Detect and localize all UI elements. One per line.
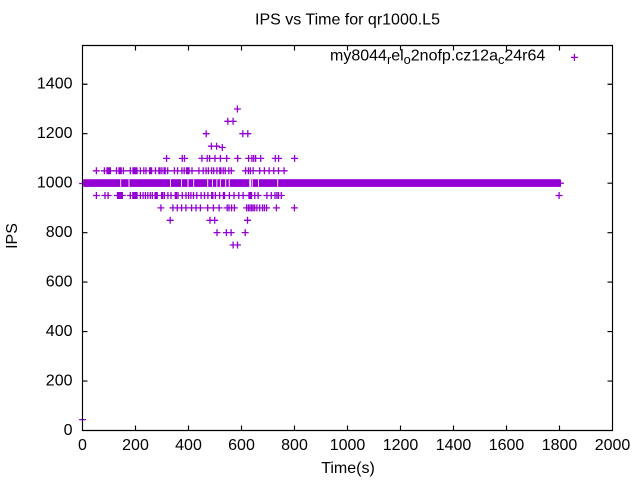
svg-text:1200: 1200	[383, 437, 419, 454]
svg-text:Time(s): Time(s)	[321, 460, 375, 477]
svg-text:200: 200	[122, 437, 149, 454]
svg-text:400: 400	[46, 323, 73, 340]
svg-text:my8044relo2nofp.cz12ac24r64: my8044relo2nofp.cz12ac24r64	[330, 47, 545, 67]
svg-text:400: 400	[175, 437, 202, 454]
svg-text:1400: 1400	[436, 437, 472, 454]
svg-text:2000: 2000	[595, 437, 631, 454]
svg-text:IPS vs Time for qr1000.L5: IPS vs Time for qr1000.L5	[255, 12, 440, 29]
svg-text:800: 800	[281, 437, 308, 454]
svg-text:200: 200	[46, 372, 73, 389]
svg-text:0: 0	[78, 437, 87, 454]
svg-text:600: 600	[46, 273, 73, 290]
svg-text:0: 0	[64, 422, 73, 439]
svg-text:600: 600	[228, 437, 255, 454]
svg-text:1800: 1800	[542, 437, 578, 454]
svg-text:1400: 1400	[37, 76, 73, 93]
svg-text:1000: 1000	[37, 175, 73, 192]
svg-text:800: 800	[46, 224, 73, 241]
svg-text:IPS: IPS	[4, 223, 21, 249]
svg-text:1200: 1200	[37, 125, 73, 142]
svg-text:1000: 1000	[330, 437, 366, 454]
svg-text:1600: 1600	[489, 437, 525, 454]
